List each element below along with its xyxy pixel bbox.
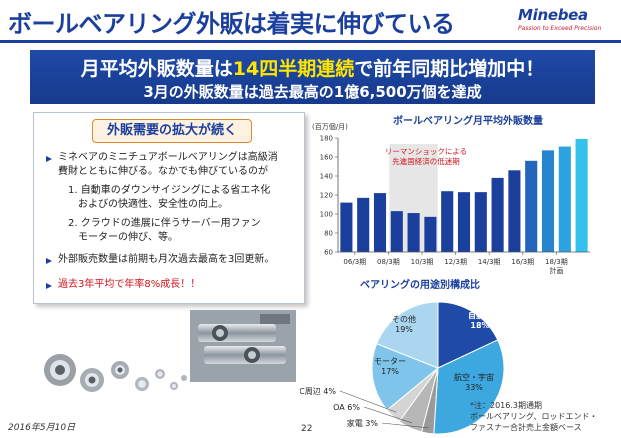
bar-12 [541, 150, 555, 252]
bullet3-text: 過去3年平均で年率8%成長！！ [58, 279, 201, 290]
item2-line2: モーターの伸び、等。 [78, 232, 178, 243]
bullet1-line1: ミネベアのミニチュアボールベアリングは高級消 [58, 152, 278, 163]
footnote: *注：2016.3期通期 ボールベアリング、ロッドエンド・ ファスナー合計売上金… [470, 400, 620, 433]
footnote-line3: ファスナー合計売上金額ベース [470, 423, 582, 432]
miniature-bearings-photo [38, 340, 190, 412]
bar-chart-ylabel: (百万個/月) [312, 122, 348, 131]
pie-slice-0 [437, 301, 499, 369]
bar-2 [373, 193, 387, 252]
bar-3 [390, 211, 403, 252]
bar-0 [340, 202, 353, 252]
x-tick-label: 18/3期 [545, 258, 568, 266]
title-divider [0, 40, 621, 43]
pie-label-0: 18% [470, 321, 489, 330]
headline-banner: 月平均外販数量は14四半期連続で前年同期比増加中！ 3月の外販数量は過去最高の1… [30, 50, 595, 104]
bar-chart: ボールベアリング月平均外販数量 (百万個/月) 60 80 100 120 140 160… [312, 114, 590, 275]
bar-6 [441, 191, 454, 252]
bar-9 [491, 177, 504, 252]
x-tick-label: 12/3期 [444, 258, 467, 266]
presentation-date: 2016年5月10日 [8, 423, 76, 433]
bar-8 [474, 192, 487, 252]
pie-label-6: 19% [395, 325, 413, 334]
bar-5 [424, 216, 437, 252]
x-tick-label: 16/3期 [511, 258, 534, 266]
pie-leader-line [363, 406, 413, 424]
pie-slice-5 [371, 343, 439, 411]
x-tick-label: 14/3期 [478, 258, 501, 266]
item1-line1: 1. 自動車のダウンサイジングによる省エネ化 [68, 185, 271, 196]
page-number: 22 [301, 424, 313, 434]
bullet2-text: 外部販売数量は前期も月次過去最高を3回更新。 [58, 254, 275, 265]
minebea-logo: Minebea Passion to Exceed Precision [518, 6, 616, 36]
pie-leader-line [381, 422, 429, 429]
pie-label-2: 家電 3% [347, 418, 379, 428]
pie-label-5: モーター [374, 357, 406, 366]
footnote-line2: ボールベアリング、ロッドエンド・ [470, 412, 598, 421]
pie-label-3: OA 6% [333, 403, 360, 412]
pie-label-6: その他 [392, 314, 416, 324]
bar-13 [558, 146, 571, 252]
banner-line1-highlight: 14四半期連続 [232, 58, 355, 80]
pie-label-0: 自動車 [468, 310, 492, 320]
item2-line1: 2. クラウドの進展に伴うサーバー用ファン [68, 218, 261, 229]
demand-panel-heading: 外販需要の拡大が続く [92, 119, 252, 143]
pie-label-5: 17% [381, 367, 399, 376]
y-tick-label: 100 [320, 211, 333, 219]
logo-name: Minebea [518, 6, 588, 24]
pie-slice-1 [433, 339, 505, 435]
recession-annotation-line2: 先進国経済の低迷期 [392, 156, 460, 166]
y-tick-label: 120 [320, 192, 333, 200]
banner-line1-pre: 月平均外販数量は [80, 58, 233, 80]
demand-panel: 外販需要の拡大が続く ミネベアのミニチュアボールベアリングは高級消 費財とともに… [33, 112, 305, 304]
x-tick-label: 10/3期 [411, 258, 434, 266]
bullet-triangle-icon [46, 283, 52, 289]
pie-chart-title: ベアリングの用途別構成比 [360, 278, 480, 291]
bullet-triangle-icon [46, 156, 52, 162]
bar-11 [525, 160, 538, 252]
bar-7 [457, 192, 471, 252]
bullet-triangle-icon [46, 258, 52, 264]
bar-1 [357, 197, 370, 252]
x-tick-label: 08/3期 [377, 258, 400, 266]
y-tick-label: 60 [324, 249, 333, 257]
banner-line2: 3月の外販数量は過去最高の1億6,500万個を達成 [143, 83, 482, 101]
x-tick-label: 06/3期 [343, 258, 366, 266]
bullet1-line2: 費財とともに伸びる。なかでも伸びているのが [58, 166, 268, 177]
y-tick-label: 140 [320, 173, 333, 181]
pie-leader-line [339, 390, 397, 413]
bar-chart-title: ボールベアリング月平均外販数量 [393, 114, 543, 127]
page-title: ボールベアリング外販は着実に伸びている [8, 10, 455, 38]
footnote-line1: *注：2016.3期通期 [470, 401, 542, 410]
pie-slice-6 [375, 301, 439, 369]
bearing-machine-photo [190, 310, 296, 382]
banner-line1-post: で前年同期比増加中！ [354, 58, 545, 80]
pie-label-4: PC周辺 4% [300, 387, 336, 396]
y-tick-label: 160 [320, 154, 333, 162]
item1-line2: およびの快適性、安全性の向上。 [78, 199, 228, 210]
banner-line1: 月平均外販数量は14四半期連続で前年同期比増加中！ [30, 54, 595, 81]
recession-annotation-line1: リーマンショックによる [385, 147, 467, 156]
bar-10 [508, 170, 521, 252]
pie-label-1: 33% [465, 383, 483, 392]
y-tick-label: 80 [324, 230, 333, 238]
bar-14 [575, 138, 588, 252]
pie-label-1: 航空・宇宙 [454, 372, 494, 382]
bar-4 [407, 213, 420, 252]
logo-tagline: Passion to Exceed Precision [518, 25, 602, 32]
y-tick-label: 180 [320, 135, 333, 143]
x-tick-label-extra: 計画 [549, 266, 563, 275]
